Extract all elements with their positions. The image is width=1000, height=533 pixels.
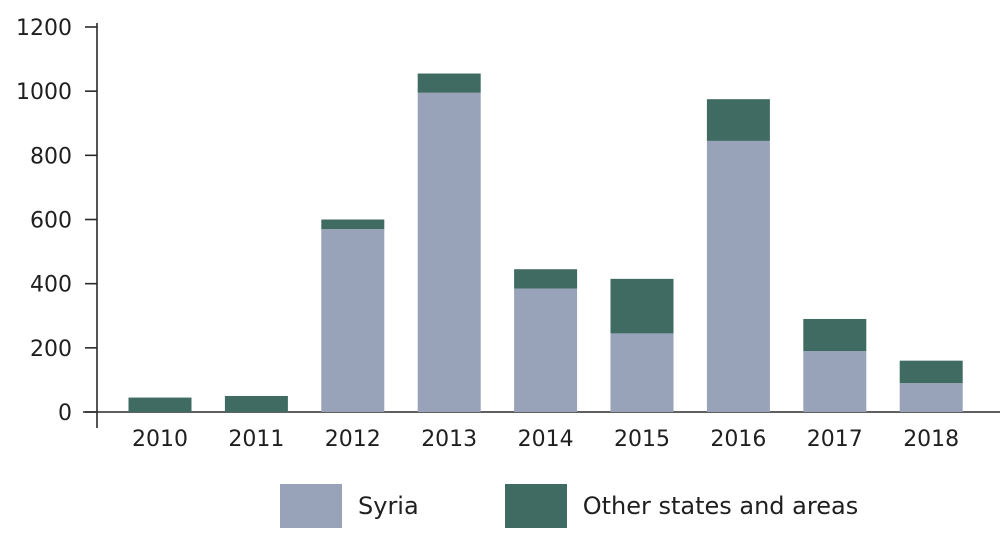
y-tick-label: 800 [30,144,72,169]
bar-segment-other-2014 [514,269,578,289]
bar-segment-other-2013 [417,73,481,93]
bar-segment-other-2017 [803,318,867,352]
y-tick-label: 1200 [16,16,72,41]
y-tick-label: 1000 [16,80,72,105]
x-tick-label: 2013 [421,427,477,452]
bar-segment-other-2011 [224,395,288,412]
y-tick-label: 0 [58,401,72,426]
bar-segment-syria-2015 [610,333,674,412]
legend-item-syria: Syria [280,484,419,528]
bar-segment-syria-2013 [417,92,481,412]
x-tick-label: 2016 [710,427,766,452]
legend-swatch-syria [280,484,342,528]
legend-label-other: Other states and areas [582,492,859,520]
y-tick-label: 600 [30,209,72,234]
legend-swatch-other [504,484,567,528]
bar-segment-syria-2012 [321,229,385,412]
bar-segment-syria-2016 [706,140,770,413]
tick-labels-layer: 0 200 400 600 800 1000 1200 2010 2011 2012 2013 201… [16,16,959,452]
bar-segment-other-2015 [610,278,674,334]
x-tick-label: 2014 [518,427,574,452]
x-tick-label: 2018 [903,427,959,452]
bar-segment-other-2016 [706,99,770,141]
legend-label-syria: Syria [358,492,419,520]
legend: Syria Other states and areas [280,484,944,528]
bar-segment-syria-2017 [803,351,867,412]
legend-item-other: Other states and areas [504,484,859,528]
bar-segment-syria-2018 [899,383,963,412]
x-tick-label: 2012 [325,427,381,452]
bar-segment-other-2018 [899,360,963,384]
x-tick-label: 2010 [132,427,188,452]
y-tick-label: 400 [30,273,72,298]
y-tick-label: 200 [30,337,72,362]
x-tick-label: 2011 [228,427,284,452]
x-tick-label: 2015 [614,427,670,452]
bars-layer [128,73,963,413]
bar-segment-syria-2014 [514,288,578,412]
bar-segment-other-2012 [321,219,385,230]
bar-segment-other-2010 [128,397,192,412]
x-tick-label: 2017 [807,427,863,452]
